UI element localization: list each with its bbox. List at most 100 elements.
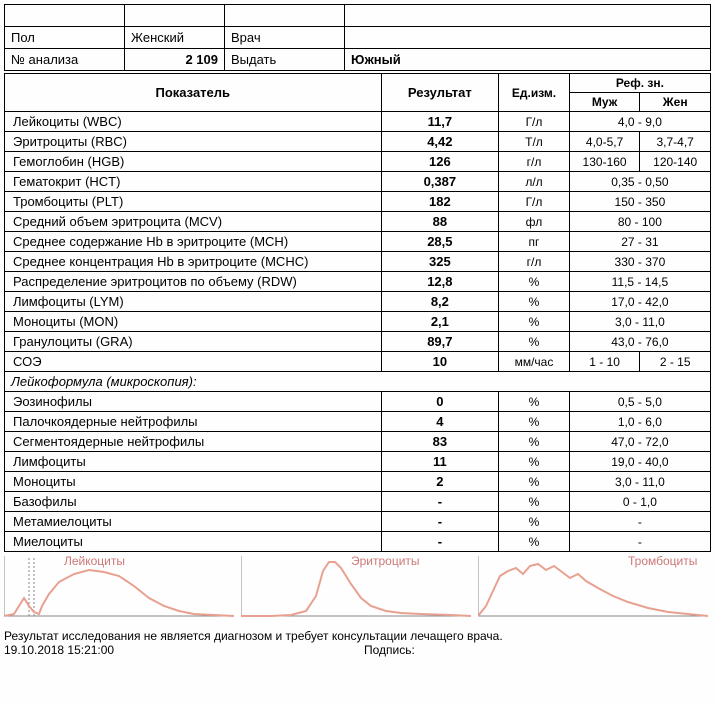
table-row: Среднее концентрация Hb в эритроците (MC… xyxy=(5,252,711,272)
subheader-label: Лейкоформула (микроскопия): xyxy=(5,372,711,392)
table-row: Базофилы-%0 - 1,0 xyxy=(5,492,711,512)
cell-ref: 43,0 - 76,0 xyxy=(569,332,710,352)
cell-indicator: Тромбоциты (PLT) xyxy=(5,192,382,212)
table-row: Моноциты2%3,0 - 11,0 xyxy=(5,472,711,492)
header-row-empty xyxy=(5,5,711,27)
chart-wbc-label: Лейкоциты xyxy=(64,554,125,568)
cell-ref: 80 - 100 xyxy=(569,212,710,232)
cell-indicator: Эритроциты (RBC) xyxy=(5,132,382,152)
cell-ref: 0 - 1,0 xyxy=(569,492,710,512)
cell-result: 12,8 xyxy=(381,272,499,292)
sex-value: Женский xyxy=(125,27,225,49)
table-row: Лимфоциты11%19,0 - 40,0 xyxy=(5,452,711,472)
cell-indicator: Гематокрит (HCT) xyxy=(5,172,382,192)
table-row: Гранулоциты (GRA)89,7%43,0 - 76,0 xyxy=(5,332,711,352)
subheader-row: Лейкоформула (микроскопия): xyxy=(5,372,711,392)
cell-unit: г/л xyxy=(499,152,570,172)
cell-result: 126 xyxy=(381,152,499,172)
cell-indicator: Лейкоциты (WBC) xyxy=(5,112,382,132)
cell-ref-m: 130-160 xyxy=(569,152,640,172)
issue-value: Южный xyxy=(345,49,711,71)
cell-unit: % xyxy=(499,532,570,552)
header-table: Пол Женский Врач № анализа 2 109 Выдать … xyxy=(4,4,711,71)
cell-ref: 3,0 - 11,0 xyxy=(569,472,710,492)
table-row: Тромбоциты (PLT)182Г/л150 - 350 xyxy=(5,192,711,212)
cell-result: 4,42 xyxy=(381,132,499,152)
cell-result: - xyxy=(381,492,499,512)
cell-result: 0 xyxy=(381,392,499,412)
disclaimer: Результат исследования не является диагн… xyxy=(4,629,711,643)
cell-unit: мм/час xyxy=(499,352,570,372)
cell-ref: 27 - 31 xyxy=(569,232,710,252)
cell-indicator: Базофилы xyxy=(5,492,382,512)
cell-indicator: Средний объем эритроцита (MCV) xyxy=(5,212,382,232)
cell-result: 8,2 xyxy=(381,292,499,312)
table-row: Эритроциты (RBC)4,42Т/л4,0-5,73,7-4,7 xyxy=(5,132,711,152)
cell-indicator: Миелоциты xyxy=(5,532,382,552)
cell-unit: % xyxy=(499,272,570,292)
cell-unit: % xyxy=(499,312,570,332)
cell-result: 2,1 xyxy=(381,312,499,332)
cell-result: 83 xyxy=(381,432,499,452)
cell-indicator: СОЭ xyxy=(5,352,382,372)
charts-row: Лейкоциты Эритроциты Тромбоциты xyxy=(4,556,711,621)
footer-date: 19.10.2018 15:21:00 xyxy=(4,643,364,657)
cell-ref: 19,0 - 40,0 xyxy=(569,452,710,472)
cell-result: 0,387 xyxy=(381,172,499,192)
doctor-value xyxy=(345,27,711,49)
table-row: Сегментоядерные нейтрофилы83%47,0 - 72,0 xyxy=(5,432,711,452)
cell-unit: пг xyxy=(499,232,570,252)
cell-indicator: Распределение эритроцитов по объему (RDW… xyxy=(5,272,382,292)
chart-rbc-label: Эритроциты xyxy=(351,554,420,568)
cell-indicator: Среднее содержание Hb в эритроците (MCH) xyxy=(5,232,382,252)
cell-indicator: Лимфоциты (LYM) xyxy=(5,292,382,312)
analysis-no-value: 2 109 xyxy=(125,49,225,71)
chart-plt: Тромбоциты xyxy=(478,556,711,621)
cell-indicator: Гемоглобин (HGB) xyxy=(5,152,382,172)
table-row: Моноциты (MON)2,1%3,0 - 11,0 xyxy=(5,312,711,332)
cell-indicator: Сегментоядерные нейтрофилы xyxy=(5,432,382,452)
cell-indicator: Лимфоциты xyxy=(5,452,382,472)
table-row: Лейкоциты (WBC)11,7Г/л4,0 - 9,0 xyxy=(5,112,711,132)
issue-label: Выдать xyxy=(225,49,345,71)
cell-indicator: Метамиелоциты xyxy=(5,512,382,532)
table-row: Метамиелоциты-%- xyxy=(5,512,711,532)
cell-unit: Г/л xyxy=(499,112,570,132)
cell-unit: % xyxy=(499,492,570,512)
results-table: Показатель Результат Ед.изм. Реф. зн. Му… xyxy=(4,73,711,552)
cell-result: 182 xyxy=(381,192,499,212)
header-row-analysis: № анализа 2 109 Выдать Южный xyxy=(5,49,711,71)
col-ref: Реф. зн. xyxy=(569,74,710,93)
cell-unit: % xyxy=(499,412,570,432)
cell-indicator: Моноциты xyxy=(5,472,382,492)
cell-ref: 17,0 - 42,0 xyxy=(569,292,710,312)
col-ref-m: Муж xyxy=(569,93,640,112)
cell-unit: % xyxy=(499,292,570,312)
cell-result: 11 xyxy=(381,452,499,472)
cell-unit: Г/л xyxy=(499,192,570,212)
cell-ref: 47,0 - 72,0 xyxy=(569,432,710,452)
cell-indicator: Среднее концентрация Hb в эритроците (MC… xyxy=(5,252,382,272)
cell-unit: % xyxy=(499,512,570,532)
analysis-no-label: № анализа xyxy=(5,49,125,71)
cell-ref: 150 - 350 xyxy=(569,192,710,212)
table-row: Среднее содержание Hb в эритроците (MCH)… xyxy=(5,232,711,252)
footer-sign-label: Подпись: xyxy=(364,643,415,657)
col-indicator: Показатель xyxy=(5,74,382,112)
table-row: Гематокрит (HCT)0,387л/л0,35 - 0,50 xyxy=(5,172,711,192)
cell-result: 88 xyxy=(381,212,499,232)
table-row: Средний объем эритроцита (MCV)88фл80 - 1… xyxy=(5,212,711,232)
cell-ref: - xyxy=(569,512,710,532)
cell-ref-f: 120-140 xyxy=(640,152,711,172)
cell-unit: фл xyxy=(499,212,570,232)
cell-result: 11,7 xyxy=(381,112,499,132)
cell-unit: г/л xyxy=(499,252,570,272)
table-row: Гемоглобин (HGB)126г/л130-160120-140 xyxy=(5,152,711,172)
cell-ref-m: 4,0-5,7 xyxy=(569,132,640,152)
chart-rbc: Эритроциты xyxy=(241,556,474,621)
sex-label: Пол xyxy=(5,27,125,49)
cell-result: 28,5 xyxy=(381,232,499,252)
cell-ref-m: 1 - 10 xyxy=(569,352,640,372)
cell-result: 10 xyxy=(381,352,499,372)
cell-ref: 11,5 - 14,5 xyxy=(569,272,710,292)
